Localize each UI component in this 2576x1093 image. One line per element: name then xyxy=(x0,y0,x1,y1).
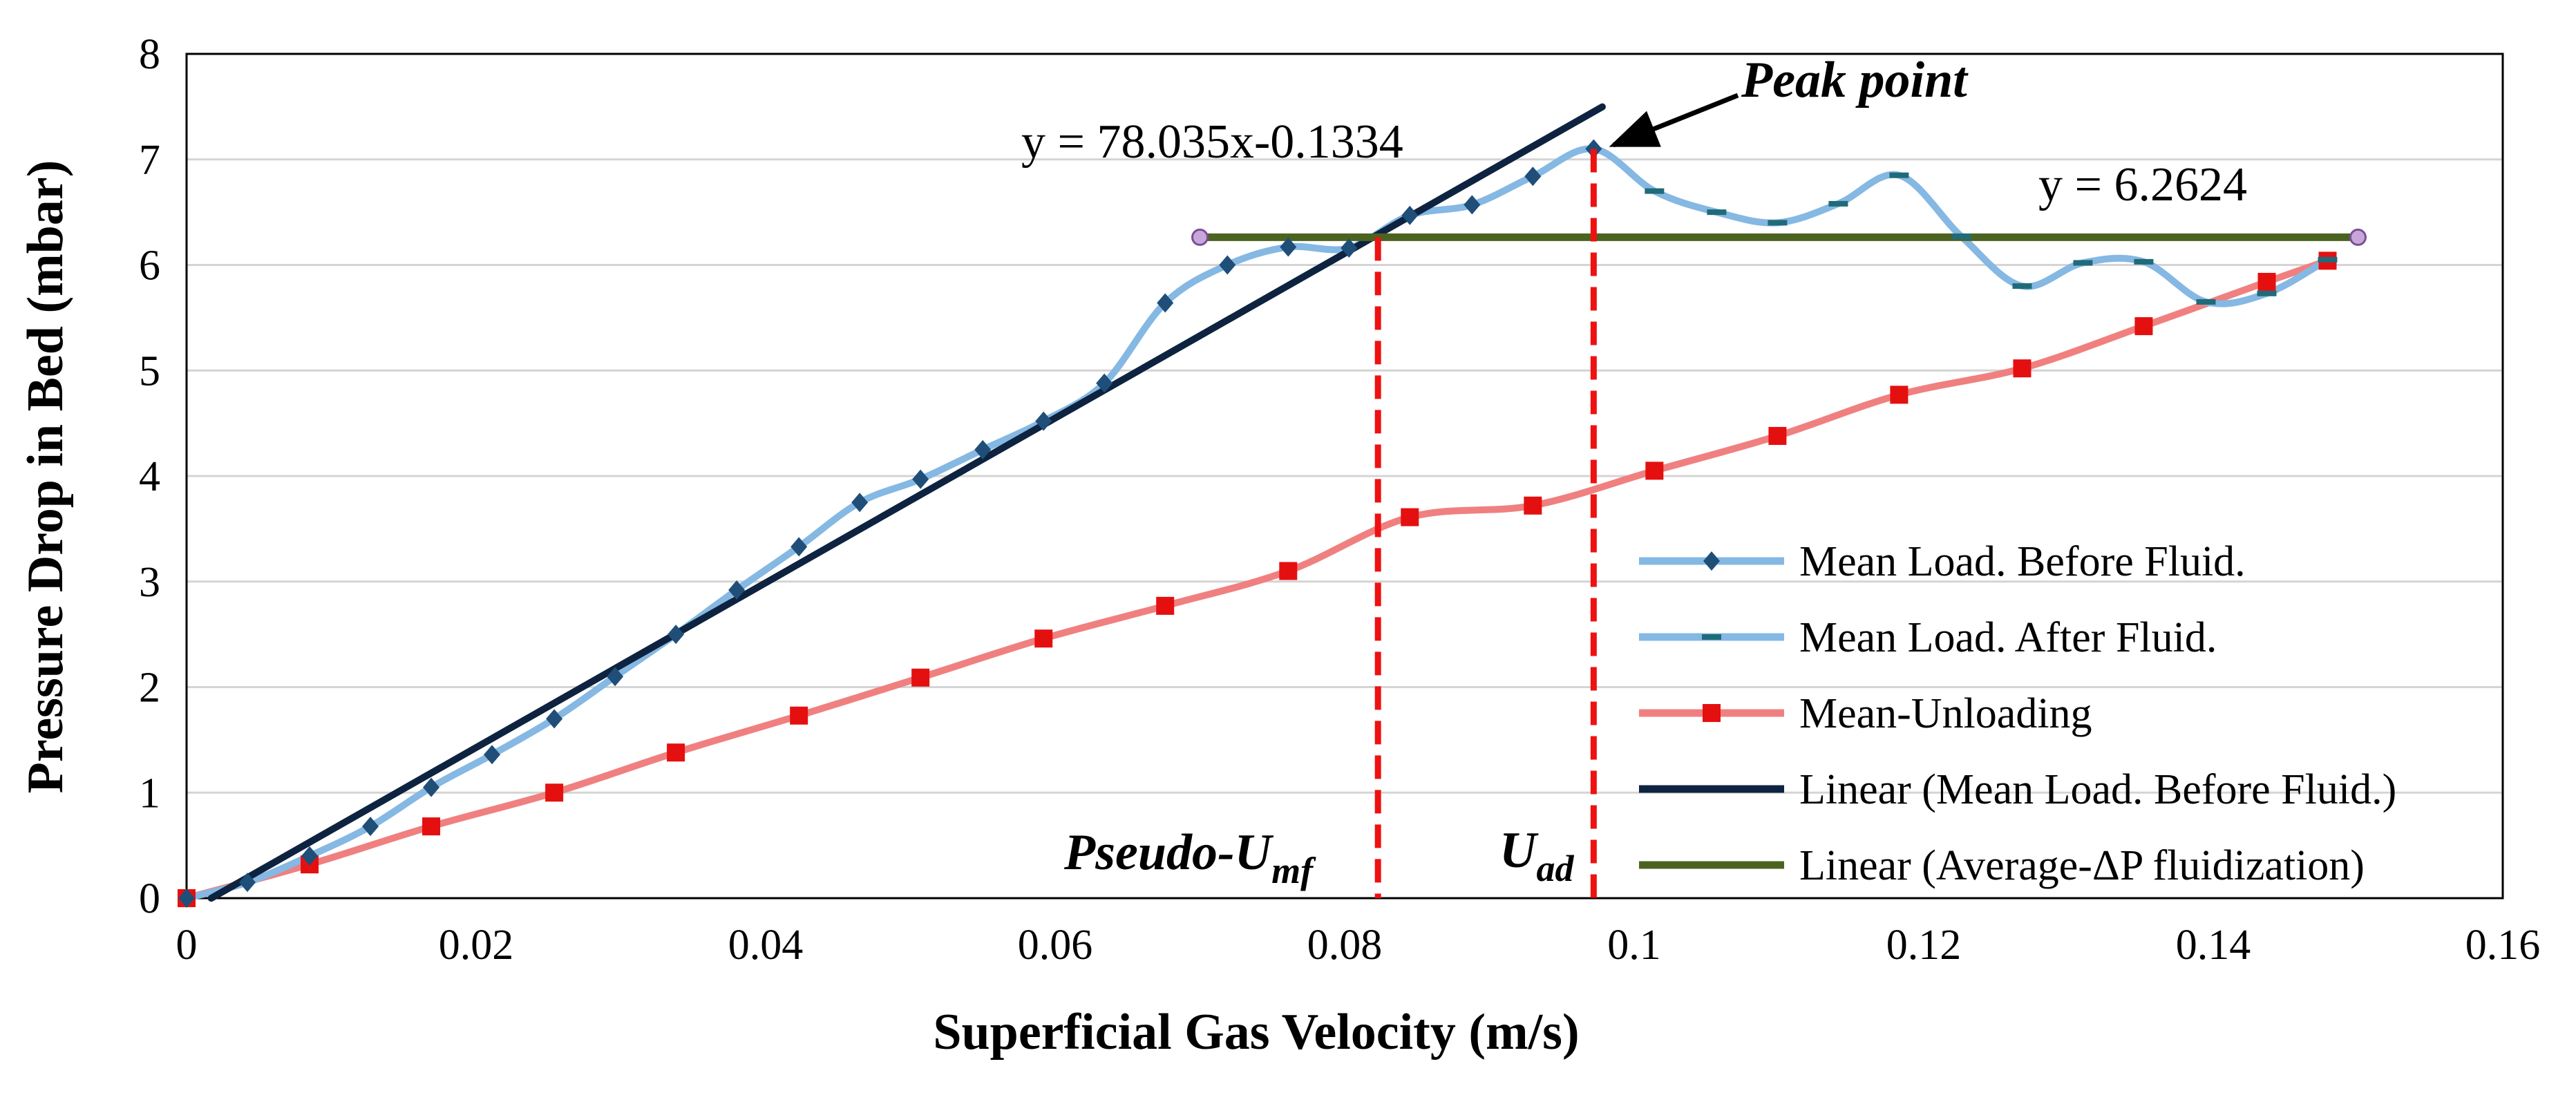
data-point-after-fluid xyxy=(1828,200,1848,207)
data-point-unloading xyxy=(422,817,441,836)
data-point-before-fluid xyxy=(1219,255,1236,275)
data-point-unloading xyxy=(1156,596,1175,615)
data-point-after-fluid xyxy=(2073,260,2093,266)
x-tick-label: 0.12 xyxy=(1886,922,1962,969)
y-tick-label: 1 xyxy=(139,770,160,817)
x-tick-label: 0.1 xyxy=(1607,922,1661,969)
trendline-equation-fluidization: y = 6.2624 xyxy=(2038,158,2247,211)
data-point-unloading xyxy=(911,668,930,687)
legend-entry-label: Mean Load. Before Fluid. xyxy=(1799,538,2246,585)
data-point-unloading xyxy=(1524,496,1542,515)
y-tick-label: 7 xyxy=(139,137,160,184)
data-point-before-fluid xyxy=(484,745,501,765)
legend-entry-label: Linear (Average-ΔP fluidization) xyxy=(1799,842,2365,889)
series-layer xyxy=(178,103,2367,908)
pseudo-umf-label: Pseudo-Umf xyxy=(1063,824,1316,891)
data-point-unloading xyxy=(2013,359,2032,378)
data-point-unloading xyxy=(1890,386,1909,404)
x-axis-tick-labels: 0 0.02 0.04 0.06 0.08 0.1 0.12 0.14 0.16 xyxy=(176,922,2541,969)
y-axis-title: Pressure Drop in Bed (mbar) xyxy=(17,160,74,794)
gridlines xyxy=(187,158,2503,794)
x-tick-label: 0.14 xyxy=(2176,922,2251,969)
data-point-before-fluid xyxy=(790,537,808,557)
x-tick-label: 0.04 xyxy=(728,922,804,969)
data-point-after-fluid xyxy=(2318,256,2338,263)
x-tick-label: 0 xyxy=(176,922,198,969)
data-point-before-fluid xyxy=(1524,167,1542,187)
data-point-before-fluid xyxy=(423,777,440,797)
data-point-before-fluid xyxy=(301,846,319,866)
uad-label: Uad xyxy=(1499,822,1574,889)
legend-entry-label: Mean Load. After Fluid. xyxy=(1799,614,2217,661)
data-point-after-fluid xyxy=(2257,290,2277,296)
legend-marker-diamond xyxy=(1703,551,1720,571)
trendline-endpoint xyxy=(1191,228,1209,246)
data-point-before-fluid xyxy=(607,667,624,687)
data-point-unloading xyxy=(667,743,685,762)
data-point-before-fluid xyxy=(851,493,869,513)
data-point-unloading xyxy=(790,706,808,725)
legend-entry-label: Linear (Mean Load. Before Fluid.) xyxy=(1799,766,2396,813)
data-point-before-fluid xyxy=(728,580,746,600)
y-tick-label: 3 xyxy=(139,559,160,606)
trendline-endpoint xyxy=(2349,228,2367,246)
data-point-unloading xyxy=(2257,272,2276,291)
data-point-after-fluid xyxy=(2012,283,2032,289)
trendline-mean-load-before-fluid xyxy=(207,103,1606,902)
data-point-unloading xyxy=(1034,629,1053,648)
y-tick-label: 8 xyxy=(139,31,160,78)
reference-lines xyxy=(1374,149,1597,898)
y-tick-label: 4 xyxy=(139,453,160,500)
y-tick-label: 6 xyxy=(139,243,160,289)
y-tick-label: 5 xyxy=(139,348,160,395)
legend: Mean Load. Before Fluid. Mean Load. After… xyxy=(1639,538,2396,889)
data-point-before-fluid xyxy=(1157,293,1174,313)
data-point-unloading xyxy=(2134,317,2153,336)
data-point-before-fluid xyxy=(238,873,256,893)
plot-area-frame xyxy=(185,53,2504,900)
legend-marker-square xyxy=(1703,704,1721,722)
data-point-before-fluid xyxy=(912,469,929,489)
data-point-before-fluid xyxy=(1401,205,1419,225)
y-tick-label: 2 xyxy=(139,665,160,712)
data-point-before-fluid xyxy=(362,817,379,837)
x-tick-label: 0.08 xyxy=(1307,922,1383,969)
data-point-after-fluid xyxy=(2134,258,2154,265)
data-point-after-fluid xyxy=(1707,209,1727,216)
x-tick-label: 0.02 xyxy=(439,922,514,969)
data-point-after-fluid xyxy=(1768,220,1788,226)
x-tick-label: 0.16 xyxy=(2465,922,2541,969)
y-axis-tick-labels: 0 1 2 3 4 5 6 7 8 xyxy=(139,31,160,922)
data-point-after-fluid xyxy=(1645,188,1665,194)
data-point-before-fluid xyxy=(546,709,563,729)
data-point-before-fluid xyxy=(667,625,685,645)
data-point-unloading xyxy=(1768,426,1787,445)
x-tick-label: 0.06 xyxy=(1018,922,1093,969)
data-point-before-fluid xyxy=(1464,195,1481,215)
data-point-unloading xyxy=(1645,462,1664,480)
data-point-unloading xyxy=(1401,508,1419,526)
legend-entry-label: Mean-Unloading xyxy=(1799,690,2092,737)
data-point-unloading xyxy=(545,783,564,802)
y-tick-label: 0 xyxy=(139,875,160,922)
data-point-before-fluid xyxy=(974,439,992,459)
data-point-before-fluid xyxy=(1096,373,1113,393)
data-point-before-fluid xyxy=(1341,238,1358,258)
x-axis-title: Superficial Gas Velocity (m/s) xyxy=(933,1004,1579,1061)
peak-point-arrow xyxy=(1609,93,1739,148)
data-point-after-fluid xyxy=(1889,172,1909,178)
data-point-before-fluid xyxy=(1280,237,1297,257)
data-point-before-fluid xyxy=(178,888,195,908)
data-point-unloading xyxy=(1279,562,1298,580)
data-point-before-fluid xyxy=(1035,411,1052,431)
trendline-equation-before: y = 78.035x-0.1334 xyxy=(1021,115,1403,169)
peak-point-label: Peak point xyxy=(1741,52,1969,108)
data-point-after-fluid xyxy=(2196,298,2216,305)
legend-marker-dash xyxy=(1702,634,1721,640)
data-point-after-fluid xyxy=(1951,234,1971,240)
